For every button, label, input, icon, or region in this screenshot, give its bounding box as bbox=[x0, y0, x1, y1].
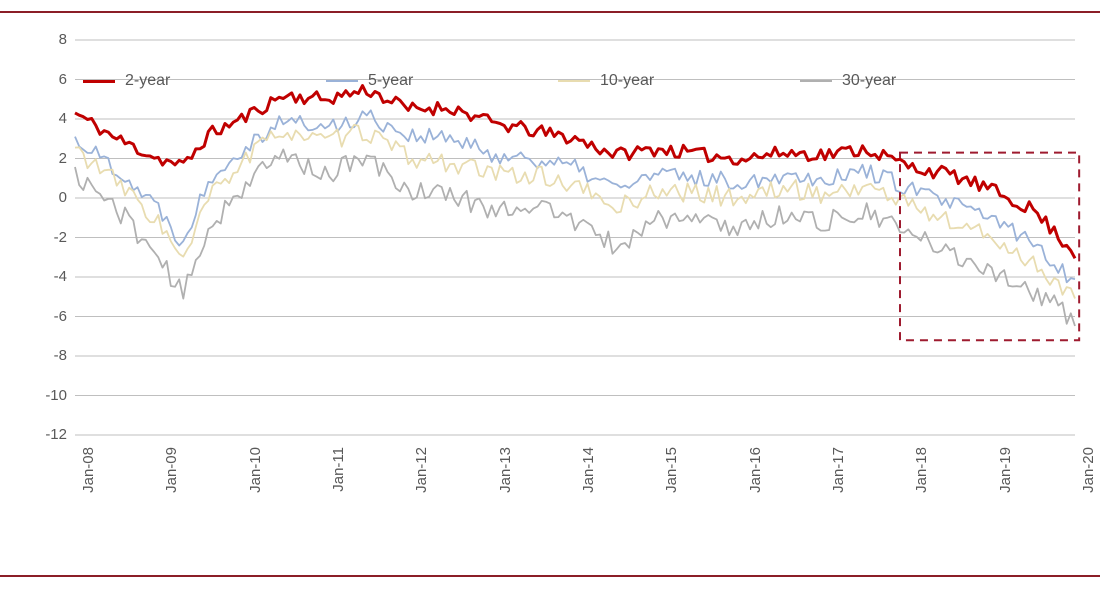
legend-label: 10-year bbox=[600, 72, 654, 90]
legend-label: 2-year bbox=[125, 72, 170, 90]
y-tick-label: -10 bbox=[17, 387, 67, 404]
y-tick-label: -8 bbox=[17, 347, 67, 364]
legend-swatch bbox=[326, 80, 358, 82]
legend-item-2-year: 2-year bbox=[83, 72, 170, 90]
y-tick-label: 2 bbox=[17, 150, 67, 167]
x-tick-label: Jan-15 bbox=[663, 447, 680, 502]
highlight-box bbox=[900, 153, 1079, 341]
x-tick-label: Jan-09 bbox=[163, 447, 180, 502]
y-tick-label: 0 bbox=[17, 189, 67, 206]
y-tick-label: 6 bbox=[17, 71, 67, 88]
x-tick-label: Jan-19 bbox=[997, 447, 1014, 502]
legend-label: 30-year bbox=[842, 72, 896, 90]
y-tick-label: 8 bbox=[17, 31, 67, 48]
x-tick-label: Jan-13 bbox=[497, 447, 514, 502]
x-tick-label: Jan-11 bbox=[330, 447, 347, 502]
y-tick-label: -4 bbox=[17, 268, 67, 285]
x-tick-label: Jan-20 bbox=[1080, 447, 1097, 502]
x-tick-label: Jan-16 bbox=[747, 447, 764, 502]
legend-swatch bbox=[800, 80, 832, 82]
x-tick-label: Jan-18 bbox=[913, 447, 930, 502]
x-tick-label: Jan-14 bbox=[580, 447, 597, 502]
x-tick-label: Jan-17 bbox=[830, 447, 847, 502]
x-tick-label: Jan-12 bbox=[413, 447, 430, 502]
legend-label: 5-year bbox=[368, 72, 413, 90]
y-tick-label: -6 bbox=[17, 308, 67, 325]
legend-swatch bbox=[83, 80, 115, 83]
legend-item-30-year: 30-year bbox=[800, 72, 896, 90]
y-tick-label: -2 bbox=[17, 229, 67, 246]
x-tick-label: Jan-08 bbox=[80, 447, 97, 502]
y-tick-label: 4 bbox=[17, 110, 67, 127]
series-10-year bbox=[75, 125, 1075, 299]
legend-item-5-year: 5-year bbox=[326, 72, 413, 90]
y-tick-label: -12 bbox=[17, 426, 67, 443]
legend-item-10-year: 10-year bbox=[558, 72, 654, 90]
legend-swatch bbox=[558, 80, 590, 82]
line-chart bbox=[0, 0, 1100, 611]
x-tick-label: Jan-10 bbox=[247, 447, 264, 502]
